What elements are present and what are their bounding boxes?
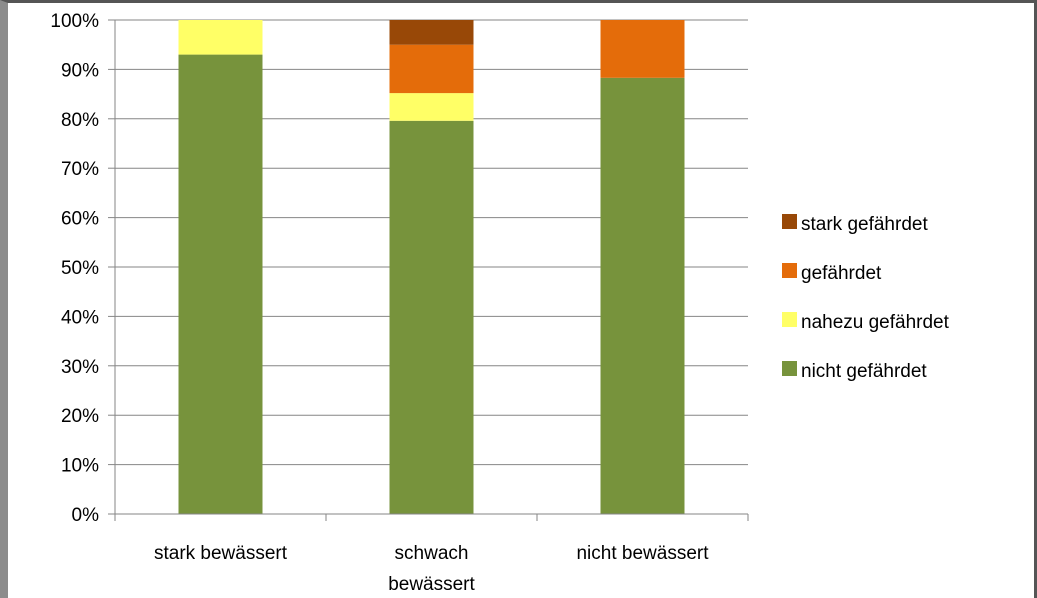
x-tick-label: nicht bewässert (576, 543, 709, 564)
x-tick-labels: stark bewässert schwach bewässert nicht bew… (154, 543, 709, 595)
stacked-bar-chart: 0% 10% 20% 30% 40% 50% 60% 70% 80% 90% 100% stark … (50, 11, 950, 595)
bar-schwach-bewaessert-nahezu-gefaehrdet (389, 93, 474, 121)
x-tick-label: schwach (395, 543, 469, 564)
bar-nicht-bewaessert-gefaehrdet (600, 20, 685, 78)
legend-label-nahezu-gefaehrdet: nahezu gefährdet (801, 312, 950, 333)
legend-swatch-gefaehrdet (782, 263, 797, 278)
legend-label-stark-gefaehrdet: stark gefährdet (801, 214, 928, 235)
y-tick-label: 20% (61, 406, 99, 427)
y-tick-label: 10% (61, 456, 99, 477)
bars (178, 20, 685, 515)
bar-schwach-bewaessert-nicht-gefaehrdet (389, 120, 474, 514)
bar-stark-bewaessert-nicht-gefaehrdet (178, 54, 263, 515)
y-tick-label: 90% (61, 60, 99, 81)
bar-stark-bewaessert-nahezu-gefaehrdet (178, 20, 263, 55)
y-tick-label: 80% (61, 110, 99, 131)
legend-swatch-stark-gefaehrdet (782, 214, 797, 229)
y-tick-label: 50% (61, 258, 99, 279)
legend-swatch-nicht-gefaehrdet (782, 361, 797, 376)
bar-nicht-bewaessert-nicht-gefaehrdet (600, 77, 685, 514)
x-tick-label: stark bewässert (154, 543, 288, 564)
bar-schwach-bewaessert-gefaehrdet (389, 44, 474, 94)
bar-schwach-bewaessert-stark-gefaehrdet (389, 20, 474, 45)
legend-swatch-nahezu-gefaehrdet (782, 312, 797, 327)
y-tick-labels: 0% 10% 20% 30% 40% 50% 60% 70% 80% 90% 100% (50, 11, 99, 526)
y-tick-label: 60% (61, 209, 99, 230)
y-tick-label: 100% (50, 11, 99, 32)
y-tick-label: 70% (61, 159, 99, 180)
legend: stark gefährdet gefährdet nahezu gefährdet… (782, 214, 950, 382)
y-tick-label: 0% (72, 505, 100, 526)
axes (108, 19, 749, 521)
y-tick-label: 30% (61, 357, 99, 378)
x-tick-label: bewässert (388, 574, 475, 595)
legend-label-nicht-gefaehrdet: nicht gefährdet (801, 361, 927, 382)
legend-label-gefaehrdet: gefährdet (801, 263, 882, 284)
y-tick-label: 40% (61, 307, 99, 328)
